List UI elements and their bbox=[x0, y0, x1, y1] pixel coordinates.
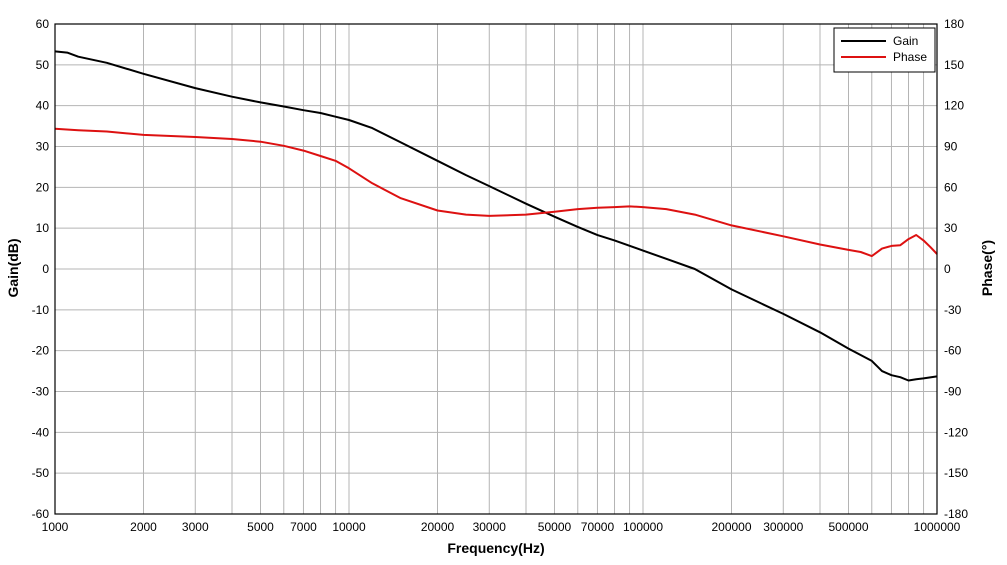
y-left-axis-title: Gain(dB) bbox=[5, 238, 21, 297]
y-left-tick-label: 40 bbox=[36, 99, 50, 113]
y-left-tick-label: -20 bbox=[32, 344, 50, 358]
x-tick-label: 1000 bbox=[42, 520, 69, 534]
series-line-phase bbox=[54, 127, 938, 258]
y-right-tick-labels: 180 150 120 90 60 30 0 -30 -60 -90 -120 -150 -180 bbox=[944, 17, 968, 521]
x-axis-title: Frequency(Hz) bbox=[447, 540, 544, 556]
x-tick-label: 10000 bbox=[332, 520, 366, 534]
x-tick-label: 200000 bbox=[711, 520, 751, 534]
y-left-tick-label: 20 bbox=[36, 180, 50, 194]
y-left-tick-label: -50 bbox=[32, 466, 50, 480]
y-left-tick-label: -60 bbox=[32, 507, 50, 521]
y-right-tick-label: -180 bbox=[944, 507, 968, 521]
legend-box bbox=[833, 27, 936, 73]
x-tick-label: 300000 bbox=[763, 520, 803, 534]
y-right-tick-label: -90 bbox=[944, 385, 962, 399]
y-right-tick-label: -120 bbox=[944, 425, 968, 439]
y-right-tick-label: -150 bbox=[944, 466, 968, 480]
y-left-tick-label: 50 bbox=[36, 58, 50, 72]
y-left-tick-label: -10 bbox=[32, 303, 50, 317]
legend-label-gain: Gain bbox=[893, 34, 918, 48]
x-tick-label: 500000 bbox=[828, 520, 868, 534]
y-right-tick-label: 30 bbox=[944, 221, 958, 235]
y-left-tick-label: 60 bbox=[36, 17, 50, 31]
y-left-tick-label: 10 bbox=[36, 221, 50, 235]
y-right-tick-label: 150 bbox=[944, 58, 964, 72]
y-right-tick-label: -60 bbox=[944, 344, 962, 358]
legend: Gain Phase bbox=[833, 27, 936, 73]
y-left-tick-label: 0 bbox=[42, 262, 49, 276]
x-tick-label: 30000 bbox=[473, 520, 507, 534]
y-right-tick-label: -30 bbox=[944, 303, 962, 317]
series-line-gain bbox=[54, 50, 938, 382]
plot-frame bbox=[54, 23, 938, 515]
y-right-tick-label: 0 bbox=[944, 262, 951, 276]
x-tick-label: 70000 bbox=[581, 520, 615, 534]
y-right-tick-label: 90 bbox=[944, 140, 958, 154]
y-left-tick-label: 30 bbox=[36, 140, 50, 154]
y-right-axis-title: Phase(°) bbox=[979, 240, 995, 296]
x-tick-label: 100000 bbox=[623, 520, 663, 534]
legend-label-phase: Phase bbox=[893, 50, 927, 64]
grid-lines bbox=[55, 24, 937, 514]
x-tick-label: 5000 bbox=[247, 520, 274, 534]
series-layer bbox=[54, 50, 938, 382]
y-right-tick-label: 120 bbox=[944, 99, 964, 113]
y-left-tick-label: -30 bbox=[32, 385, 50, 399]
x-tick-label: 20000 bbox=[421, 520, 455, 534]
x-tick-label: 7000 bbox=[290, 520, 317, 534]
y-left-tick-label: -40 bbox=[32, 425, 50, 439]
y-right-tick-label: 60 bbox=[944, 180, 958, 194]
y-left-tick-labels: 60 50 40 30 20 10 0 -10 -20 -30 -40 -50 -60 bbox=[32, 17, 50, 521]
x-tick-label: 3000 bbox=[182, 520, 209, 534]
x-tick-label: 1000000 bbox=[914, 520, 961, 534]
x-tick-label: 50000 bbox=[538, 520, 572, 534]
y-right-tick-label: 180 bbox=[944, 17, 964, 31]
x-tick-labels: 1000 2000 3000 5000 7000 10000 20000 30000 50000… bbox=[42, 520, 961, 534]
x-tick-label: 2000 bbox=[130, 520, 157, 534]
